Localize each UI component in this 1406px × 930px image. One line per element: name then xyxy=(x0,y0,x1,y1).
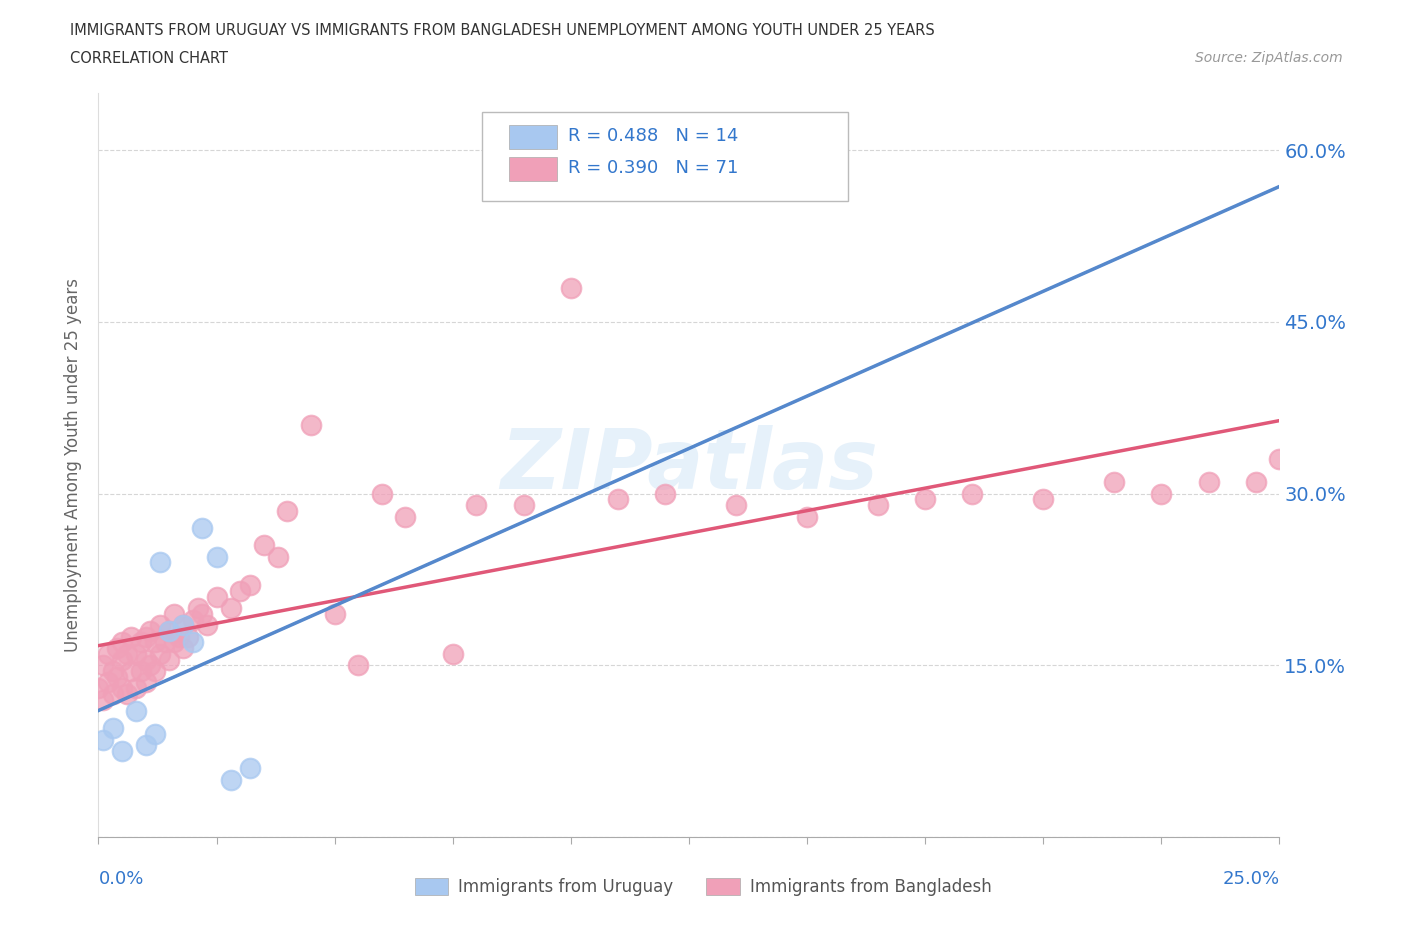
Point xyxy=(115,646,138,661)
Point xyxy=(139,658,162,672)
Point xyxy=(1198,474,1220,489)
Point xyxy=(796,509,818,524)
Point xyxy=(139,623,162,638)
Point xyxy=(91,692,114,707)
Point xyxy=(135,630,157,644)
Point xyxy=(125,681,148,696)
Point xyxy=(101,721,124,736)
Text: R = 0.390   N = 71: R = 0.390 N = 71 xyxy=(568,159,738,177)
Point xyxy=(962,486,984,501)
Point xyxy=(239,578,262,592)
Point xyxy=(157,623,180,638)
Point xyxy=(121,664,143,679)
Point xyxy=(725,498,748,512)
Point xyxy=(1032,492,1054,507)
Point xyxy=(143,726,166,741)
Point xyxy=(1268,452,1291,467)
Point xyxy=(187,601,209,616)
Point xyxy=(91,658,114,672)
Point xyxy=(866,498,889,512)
Point xyxy=(191,606,214,621)
Point xyxy=(607,492,630,507)
Point xyxy=(125,704,148,719)
Point xyxy=(441,646,464,661)
FancyBboxPatch shape xyxy=(482,112,848,201)
Point xyxy=(149,555,172,570)
Point xyxy=(129,664,152,679)
Text: R = 0.488   N = 14: R = 0.488 N = 14 xyxy=(568,127,738,145)
Legend: Immigrants from Uruguay, Immigrants from Bangladesh: Immigrants from Uruguay, Immigrants from… xyxy=(408,871,998,903)
Bar xyxy=(509,157,557,180)
Text: 0.0%: 0.0% xyxy=(98,870,143,888)
Point xyxy=(253,538,276,552)
Point xyxy=(111,681,134,696)
Point xyxy=(1150,486,1173,501)
Y-axis label: Unemployment Among Youth under 25 years: Unemployment Among Youth under 25 years xyxy=(65,278,83,652)
Point xyxy=(205,549,228,564)
Point xyxy=(276,503,298,518)
Point xyxy=(239,761,262,776)
Point xyxy=(465,498,488,512)
Point xyxy=(135,738,157,753)
Point xyxy=(205,590,228,604)
Point xyxy=(323,606,346,621)
Point xyxy=(191,521,214,536)
Point xyxy=(91,732,114,747)
Point xyxy=(163,635,186,650)
Point xyxy=(105,670,128,684)
Point xyxy=(560,280,582,295)
Point xyxy=(229,583,252,598)
Point xyxy=(101,664,124,679)
Bar xyxy=(509,125,557,149)
Point xyxy=(654,486,676,501)
Point xyxy=(394,509,416,524)
Point xyxy=(105,641,128,656)
Point xyxy=(914,492,936,507)
Point xyxy=(143,635,166,650)
Point xyxy=(121,630,143,644)
Point xyxy=(97,675,120,690)
Text: Source: ZipAtlas.com: Source: ZipAtlas.com xyxy=(1195,51,1343,65)
Point xyxy=(111,652,134,667)
Point xyxy=(181,635,204,650)
Point xyxy=(172,618,194,632)
Point xyxy=(219,601,242,616)
Point xyxy=(177,630,200,644)
Text: CORRELATION CHART: CORRELATION CHART xyxy=(70,51,228,66)
Point xyxy=(111,744,134,759)
Point xyxy=(267,549,290,564)
Point xyxy=(371,486,394,501)
Point xyxy=(149,646,172,661)
Point xyxy=(87,681,110,696)
Text: IMMIGRANTS FROM URUGUAY VS IMMIGRANTS FROM BANGLADESH UNEMPLOYMENT AMONG YOUTH U: IMMIGRANTS FROM URUGUAY VS IMMIGRANTS FR… xyxy=(70,23,935,38)
Point xyxy=(512,498,534,512)
Point xyxy=(299,418,322,432)
Point xyxy=(135,675,157,690)
Point xyxy=(129,635,152,650)
Point xyxy=(157,623,180,638)
Point xyxy=(97,646,120,661)
Point xyxy=(1244,474,1267,489)
Point xyxy=(347,658,370,672)
Point xyxy=(172,618,194,632)
Text: ZIPatlas: ZIPatlas xyxy=(501,424,877,506)
Point xyxy=(195,618,218,632)
Point xyxy=(143,664,166,679)
Point xyxy=(172,641,194,656)
Point xyxy=(125,646,148,661)
Point xyxy=(163,606,186,621)
Point xyxy=(1102,474,1125,489)
Text: 25.0%: 25.0% xyxy=(1222,870,1279,888)
Point xyxy=(101,686,124,701)
Point xyxy=(135,652,157,667)
Point xyxy=(115,686,138,701)
Point xyxy=(219,772,242,787)
Point xyxy=(153,635,176,650)
Point xyxy=(167,630,190,644)
Point xyxy=(111,635,134,650)
Point xyxy=(181,612,204,627)
Point xyxy=(157,652,180,667)
Point xyxy=(149,618,172,632)
